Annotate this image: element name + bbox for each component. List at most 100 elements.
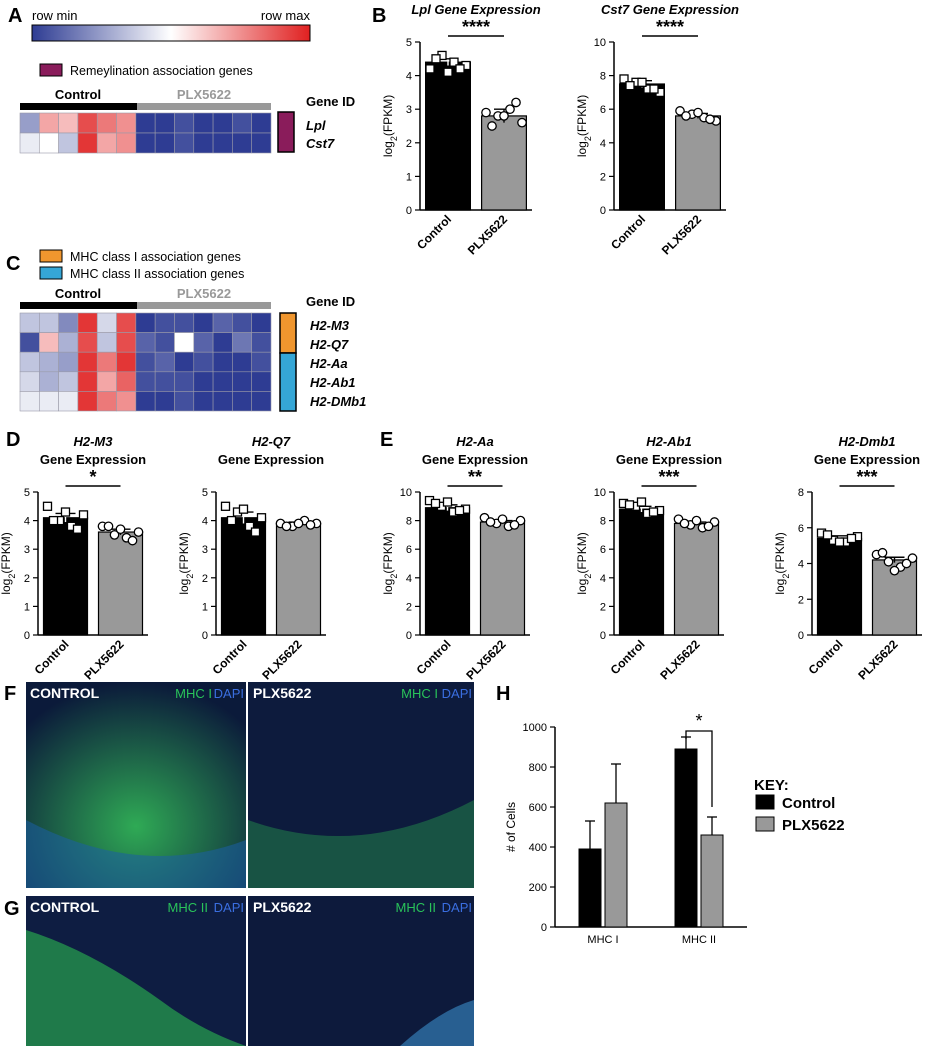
chart-title: H2-Dmb1 xyxy=(838,434,895,449)
heatmap-cell xyxy=(19,312,40,333)
heatmap-cell xyxy=(174,351,195,373)
y-tick-label: 2 xyxy=(600,171,606,183)
heatmap-cell xyxy=(174,112,195,134)
data-point xyxy=(305,520,316,530)
data-point xyxy=(244,521,255,531)
data-point xyxy=(901,558,912,569)
y-tick-label: 0 xyxy=(541,922,547,934)
data-point xyxy=(60,507,71,517)
heatmap-cell xyxy=(77,391,98,412)
y-tick-label: 6 xyxy=(406,544,412,556)
panel-letter-g: G xyxy=(4,898,20,920)
y-tick-label: 5 xyxy=(24,487,30,499)
y-tick-label: 6 xyxy=(600,544,606,556)
data-point xyxy=(889,565,900,576)
heatmap-cell xyxy=(154,112,175,134)
significance-label: * xyxy=(695,711,702,731)
chart-b1: 0 1 2 3 4 5 log2(FPKM) Control PLX5622 ****Lpl Ge… xyxy=(381,2,541,258)
heatmap-cell xyxy=(77,112,98,134)
data-point xyxy=(693,107,703,118)
data-point xyxy=(442,497,453,507)
legend-label-remyelination: Remeylination association genes xyxy=(70,64,253,78)
y-tick-label: 2 xyxy=(202,573,208,585)
heatmap-cell xyxy=(212,371,233,392)
data-point xyxy=(115,524,126,535)
y-axis-label: log2(FPKM) xyxy=(381,95,399,157)
heatmap-cell xyxy=(39,112,59,134)
x-tick-label: PLX5622 xyxy=(657,637,703,683)
heatmap-cell xyxy=(19,132,40,154)
legend-swatch-control xyxy=(755,794,775,810)
heatmap-cell xyxy=(96,132,117,154)
heatmap-cell xyxy=(154,312,175,333)
bar-control xyxy=(425,61,472,211)
panel-letter-h: H xyxy=(496,683,510,705)
y-tick-label: 4 xyxy=(600,138,606,150)
g-dapi-label-right: DAPI xyxy=(442,900,472,915)
bar-control xyxy=(424,507,471,636)
data-point xyxy=(705,114,715,125)
y-tick-label: 1 xyxy=(406,171,412,183)
chart-e3: 0 2 4 6 8 log2(FPKM) Control PLX5622 *** H2-Dmb1 G… xyxy=(773,434,922,683)
y-tick-label: 0 xyxy=(24,630,30,642)
heatmap-cell xyxy=(116,371,137,392)
heatmap-cell xyxy=(154,351,175,373)
heatmap-cell xyxy=(193,112,214,134)
chart-title: H2-Ab1 xyxy=(646,434,692,449)
data-point xyxy=(681,111,691,121)
chart-subtitle: Gene Expression xyxy=(40,452,146,467)
heatmap-cell xyxy=(232,391,252,412)
heatmap-cell xyxy=(154,332,175,353)
colorbar-min-label: row min xyxy=(32,8,78,23)
heatmap-cell xyxy=(251,332,272,353)
colorbar xyxy=(31,24,311,42)
y-tick-label: 1000 xyxy=(523,722,547,734)
y-tick-label: 8 xyxy=(600,516,606,528)
data-point xyxy=(103,521,114,532)
heatmap-cell xyxy=(135,391,156,412)
heatmap-cell xyxy=(251,391,272,412)
bar-plx5622 xyxy=(673,522,720,636)
data-point xyxy=(72,524,83,534)
x-tick-label: PLX5622 xyxy=(81,637,127,683)
heatmap-cell xyxy=(39,132,59,154)
heatmap-cell xyxy=(58,132,79,154)
heatmap-cell xyxy=(77,371,98,392)
data-point xyxy=(127,535,138,546)
bar-plx5622 xyxy=(479,521,526,636)
data-point xyxy=(455,64,465,74)
data-point xyxy=(834,537,845,547)
gene-group-bar-mhc2 xyxy=(279,352,297,412)
data-point xyxy=(449,57,459,67)
f-dapi-label: DAPI xyxy=(214,686,244,701)
heatmap-cell xyxy=(212,312,233,333)
heatmap-cell xyxy=(135,112,156,134)
data-point xyxy=(133,527,144,537)
y-tick-label: 10 xyxy=(594,487,606,499)
y-tick-label: 4 xyxy=(24,516,30,528)
heatmap-cell xyxy=(39,312,59,333)
colorbar-max-label: row max xyxy=(261,8,311,23)
chart-title: Cst7 Gene Expression xyxy=(601,2,739,17)
legend-swatch-remyelination xyxy=(39,63,63,77)
data-point xyxy=(430,498,441,509)
y-axis-label: log2(FPKM) xyxy=(177,532,195,594)
gene-group-bar-mhc1 xyxy=(279,312,297,354)
y-tick-label: 4 xyxy=(600,573,606,585)
data-point xyxy=(703,521,714,532)
group-label-plx-c: PLX5622 xyxy=(177,286,231,301)
y-tick-label: 4 xyxy=(406,573,412,585)
y-tick-label: 8 xyxy=(406,516,412,528)
y-axis-label: log2(FPKM) xyxy=(0,532,17,594)
chart-d2: 0 1 2 3 4 5 log2(FPKM) Control PLX5622 H2-Q7 Gene … xyxy=(177,434,326,683)
heatmap-cell xyxy=(96,312,117,333)
data-point xyxy=(648,507,659,517)
f-left-label: CONTROL xyxy=(30,685,100,701)
x-tick-label: Control xyxy=(806,637,846,677)
bar-plx5622-0 xyxy=(604,802,628,928)
legend-swatch-mhc2 xyxy=(39,266,63,280)
x-tick-label: MHC I xyxy=(587,934,618,946)
y-tick-label: 5 xyxy=(202,487,208,499)
chart-title: H2-Q7 xyxy=(252,434,291,449)
data-point xyxy=(481,107,491,118)
